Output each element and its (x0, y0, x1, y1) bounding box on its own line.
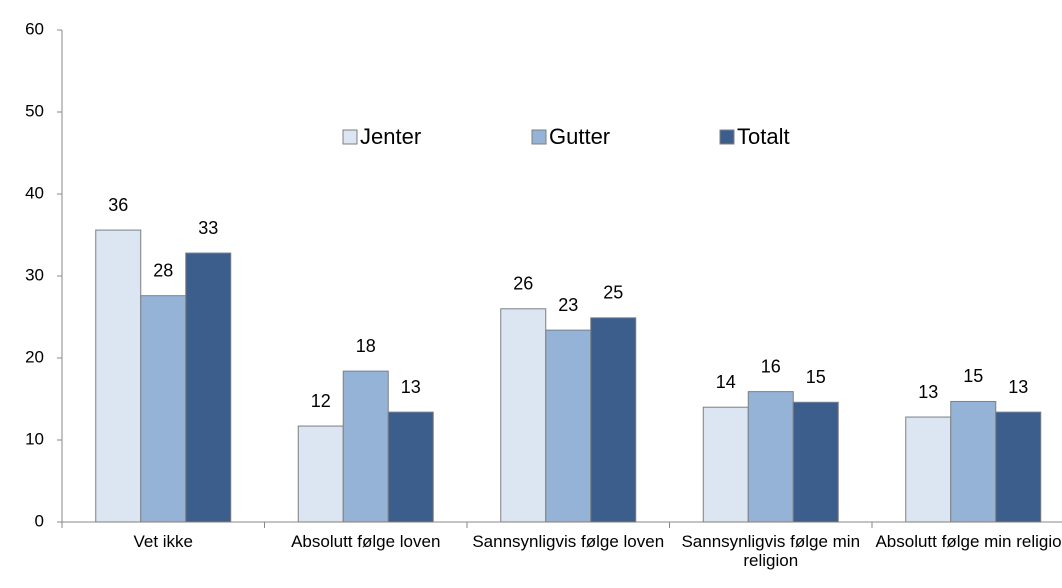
bar (747, 391, 794, 523)
y-tick-label: 50 (25, 101, 44, 120)
y-tick-label: 20 (25, 347, 44, 366)
legend-label: Jenter (360, 124, 421, 149)
legend-label: Totalt (737, 124, 790, 149)
bar (905, 416, 952, 523)
bar (500, 308, 547, 523)
x-tick-label: Absolutt følge min religion (875, 532, 1062, 551)
data-label: 12 (311, 391, 331, 411)
y-tick-label: 60 (25, 19, 44, 38)
data-label: 36 (108, 195, 128, 215)
legend-label: Gutter (549, 124, 610, 149)
data-label: 15 (806, 367, 826, 387)
data-label: 18 (356, 336, 376, 356)
bar (792, 401, 839, 523)
x-tick-label: Sannsynligvis følge loven (472, 532, 665, 551)
y-tick-label: 30 (25, 265, 44, 284)
bar (387, 411, 434, 523)
bar (297, 425, 344, 523)
legend-swatch (342, 129, 358, 145)
bar (950, 400, 997, 523)
data-label: 28 (153, 260, 173, 280)
y-tick-label: 40 (25, 183, 44, 202)
data-label: 13 (918, 382, 938, 402)
bar (590, 317, 637, 523)
bar (185, 252, 232, 523)
x-tick-label: Vet ikke (133, 532, 194, 551)
bar (95, 229, 142, 523)
legend-swatch (719, 129, 735, 145)
bar (702, 406, 749, 523)
x-tick-label: Sannsynligvis følge min religion (681, 532, 861, 570)
bar (995, 411, 1042, 523)
bar (545, 329, 592, 523)
y-tick-label: 0 (35, 511, 44, 530)
legend-swatch (531, 129, 547, 145)
bar (140, 295, 187, 523)
data-label: 15 (963, 366, 983, 386)
data-label: 33 (198, 218, 218, 238)
data-label: 14 (716, 372, 736, 392)
bar (342, 370, 389, 523)
data-label: 25 (603, 283, 623, 303)
y-tick-label: 10 (25, 429, 44, 448)
data-label: 13 (1008, 377, 1028, 397)
data-label: 26 (513, 274, 533, 294)
x-tick-label: Absolutt følge loven (291, 532, 441, 551)
data-label: 16 (761, 356, 781, 376)
data-label: 23 (558, 295, 578, 315)
data-label: 13 (401, 377, 421, 397)
